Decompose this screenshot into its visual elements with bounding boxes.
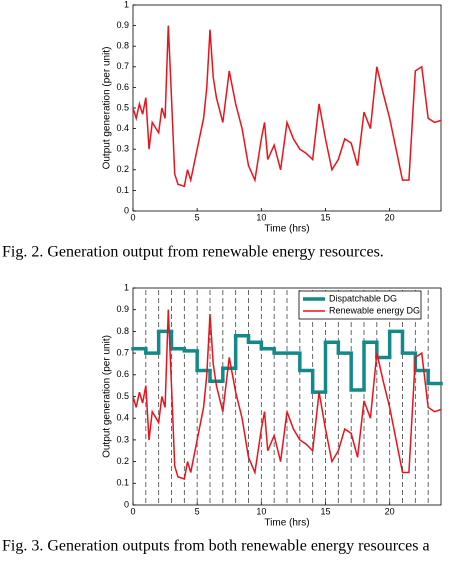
y-tick-label: 0 [124,499,129,509]
x-axis-label: Time (hrs) [264,224,309,235]
y-tick-label: 1 [124,282,129,292]
y-tick-label: 0.1 [116,478,129,488]
y-tick-label: 0.4 [116,123,129,133]
x-tick-label: 5 [195,212,200,222]
y-tick-label: 0.5 [116,102,129,112]
x-tick-label: 20 [385,506,395,516]
y-tick-label: 0.6 [116,369,129,379]
y-tick-label: 0.7 [116,61,129,71]
x-tick-label: 10 [256,506,266,516]
y-tick-label: 0.3 [116,434,129,444]
y-tick-label: 0.3 [116,144,129,154]
x-tick-label: 10 [256,212,266,222]
y-tick-label: 0.9 [116,304,129,314]
x-tick-label: 0 [130,506,135,516]
caption: Fig. 3. Generation outputs from both ren… [2,538,430,555]
y-tick-label: 0.2 [116,456,129,466]
y-tick-label: 0.8 [116,41,129,51]
y-tick-label: 0.1 [116,185,129,195]
y-tick-label: 0.2 [116,164,129,174]
x-axis-label: Time (hrs) [264,518,309,529]
y-tick-label: 1 [124,0,129,9]
x-tick-label: 15 [320,506,330,516]
legend-box [298,290,422,320]
y-tick-label: 0 [124,205,129,215]
y-tick-label: 0.7 [116,347,129,357]
y-axis-label: Output generation (per unit) [102,335,113,458]
y-tick-label: 0.5 [116,391,129,401]
caption: Fig. 2. Generation output from renewable… [2,244,384,261]
y-tick-label: 0.8 [116,326,129,336]
y-axis-label: Output generation (per unit) [102,47,113,170]
x-tick-label: 0 [130,212,135,222]
y-tick-label: 0.9 [116,20,129,30]
x-tick-label: 5 [195,506,200,516]
y-tick-label: 0.4 [116,413,129,423]
legend-label: Dispatchable DG [329,293,397,303]
x-tick-label: 20 [385,212,395,222]
y-tick-label: 0.6 [116,82,129,92]
data-line [132,25,442,188]
legend-label: Renewable energy DG [329,305,420,315]
x-tick-label: 15 [320,212,330,222]
plot-frame [132,4,442,212]
data-line [132,309,442,480]
